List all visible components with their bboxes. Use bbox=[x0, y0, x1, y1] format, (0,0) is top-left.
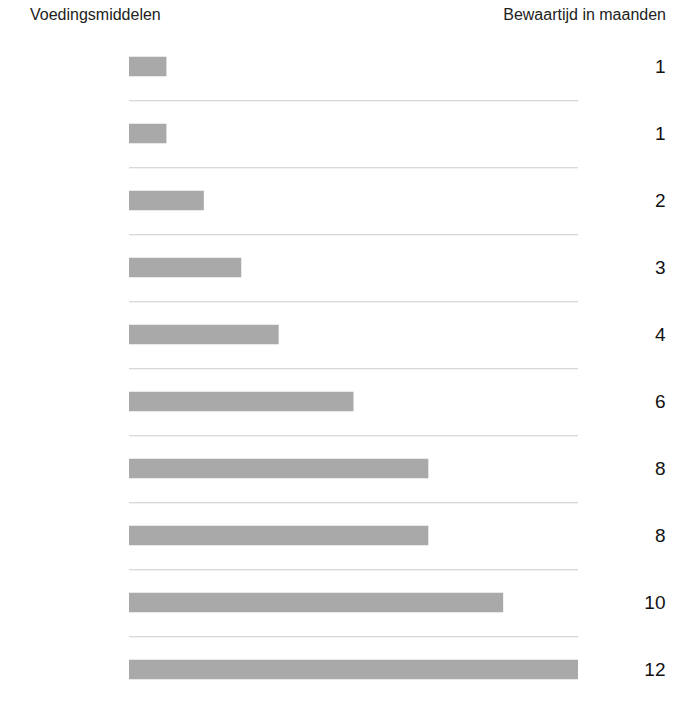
svg-text:10: 10 bbox=[644, 592, 665, 613]
svg-text:2: 2 bbox=[655, 190, 666, 211]
svg-text:6: 6 bbox=[655, 391, 666, 412]
svg-text:8: 8 bbox=[655, 525, 666, 546]
svg-text:12: 12 bbox=[644, 659, 665, 680]
svg-text:8: 8 bbox=[655, 458, 666, 479]
svg-text:1: 1 bbox=[655, 56, 666, 77]
svg-text:1: 1 bbox=[655, 123, 666, 144]
html-text:Bewaartijd in maanden: Bewaartijd in maanden bbox=[503, 6, 666, 23]
html-text:Voedingsmiddelen: Voedingsmiddelen bbox=[30, 6, 161, 23]
svg-text:3: 3 bbox=[655, 257, 666, 278]
svg-text:4: 4 bbox=[655, 324, 666, 345]
